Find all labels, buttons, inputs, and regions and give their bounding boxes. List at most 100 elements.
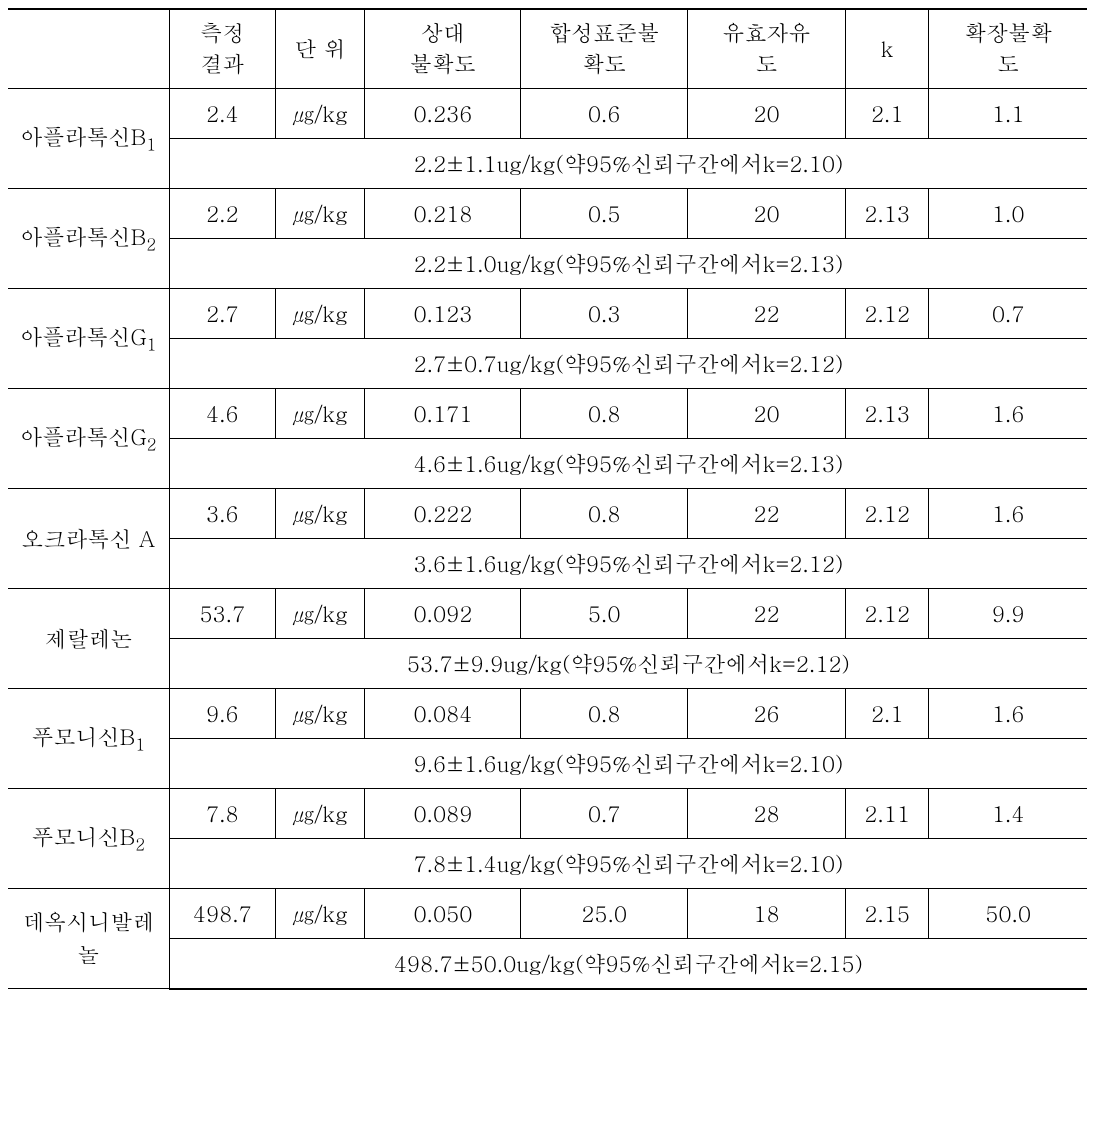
table-summary-row: 7.8±1.4ug/kg(약95%신뢰구간에서k=2.10): [8, 838, 1087, 888]
cell-result: 7.8: [169, 788, 275, 838]
cell-combined_std: 0.7: [521, 788, 687, 838]
cell-result: 4.6: [169, 388, 275, 438]
cell-k: 2.12: [846, 288, 929, 338]
row-label: 아플라톡신G2: [8, 388, 169, 488]
header-label: [8, 9, 169, 88]
cell-k: 2.13: [846, 388, 929, 438]
cell-dof: 26: [687, 688, 845, 738]
header-expanded: 확장불확도: [929, 9, 1087, 88]
header-rel-uncertainty: 상대불확도: [365, 9, 521, 88]
cell-combined_std: 0.8: [521, 488, 687, 538]
cell-result: 2.7: [169, 288, 275, 338]
row-label: 아플라톡신G1: [8, 288, 169, 388]
cell-dof: 22: [687, 588, 845, 638]
table-row: 푸모니신B19.6㎍/kg0.0840.8262.11.6: [8, 688, 1087, 738]
table-row: 제랄레논53.7㎍/kg0.0925.0222.129.9: [8, 588, 1087, 638]
row-label: 푸모니신B2: [8, 788, 169, 888]
table-summary-row: 498.7±50.0ug/kg(약95%신뢰구간에서k=2.15): [8, 938, 1087, 989]
table-summary-row: 2.2±1.0ug/kg(약95%신뢰구간에서k=2.13): [8, 238, 1087, 288]
cell-combined_std: 0.8: [521, 388, 687, 438]
cell-expanded: 0.7: [929, 288, 1087, 338]
summary-cell: 53.7±9.9ug/kg(약95%신뢰구간에서k=2.12): [169, 638, 1087, 688]
cell-rel_uncertainty: 0.050: [365, 888, 521, 938]
table-summary-row: 53.7±9.9ug/kg(약95%신뢰구간에서k=2.12): [8, 638, 1087, 688]
cell-dof: 22: [687, 488, 845, 538]
cell-k: 2.1: [846, 688, 929, 738]
uncertainty-table: 측정결과 단 위 상대불확도 합성표준불확도 유효자유도 k 확장불확도 아플라…: [8, 8, 1087, 990]
table-row: 오크라톡신 A3.6㎍/kg0.2220.8222.121.6: [8, 488, 1087, 538]
cell-combined_std: 0.5: [521, 188, 687, 238]
cell-expanded: 1.4: [929, 788, 1087, 838]
cell-unit: ㎍/kg: [275, 288, 364, 338]
summary-cell: 9.6±1.6ug/kg(약95%신뢰구간에서k=2.10): [169, 738, 1087, 788]
cell-result: 3.6: [169, 488, 275, 538]
cell-rel_uncertainty: 0.236: [365, 88, 521, 138]
cell-unit: ㎍/kg: [275, 88, 364, 138]
cell-expanded: 1.6: [929, 388, 1087, 438]
cell-combined_std: 0.6: [521, 88, 687, 138]
cell-result: 2.2: [169, 188, 275, 238]
table-summary-row: 9.6±1.6ug/kg(약95%신뢰구간에서k=2.10): [8, 738, 1087, 788]
cell-rel_uncertainty: 0.171: [365, 388, 521, 438]
row-label: 오크라톡신 A: [8, 488, 169, 588]
cell-dof: 20: [687, 88, 845, 138]
cell-dof: 18: [687, 888, 845, 938]
cell-unit: ㎍/kg: [275, 688, 364, 738]
table-summary-row: 4.6±1.6ug/kg(약95%신뢰구간에서k=2.13): [8, 438, 1087, 488]
cell-dof: 20: [687, 388, 845, 438]
table-row: 데옥시니발레놀498.7㎍/kg0.05025.0182.1550.0: [8, 888, 1087, 938]
row-label: 데옥시니발레놀: [8, 888, 169, 989]
cell-result: 2.4: [169, 88, 275, 138]
header-k: k: [846, 9, 929, 88]
table-summary-row: 2.7±0.7ug/kg(약95%신뢰구간에서k=2.12): [8, 338, 1087, 388]
cell-k: 2.12: [846, 588, 929, 638]
cell-expanded: 1.0: [929, 188, 1087, 238]
cell-expanded: 9.9: [929, 588, 1087, 638]
summary-cell: 3.6±1.6ug/kg(약95%신뢰구간에서k=2.12): [169, 538, 1087, 588]
table-row: 아플라톡신B12.4㎍/kg0.2360.6202.11.1: [8, 88, 1087, 138]
cell-unit: ㎍/kg: [275, 388, 364, 438]
cell-rel_uncertainty: 0.222: [365, 488, 521, 538]
row-label: 아플라톡신B2: [8, 188, 169, 288]
summary-cell: 2.2±1.1ug/kg(약95%신뢰구간에서k=2.10): [169, 138, 1087, 188]
cell-expanded: 1.1: [929, 88, 1087, 138]
header-result: 측정결과: [169, 9, 275, 88]
header-unit: 단 위: [275, 9, 364, 88]
cell-unit: ㎍/kg: [275, 788, 364, 838]
table-header-row: 측정결과 단 위 상대불확도 합성표준불확도 유효자유도 k 확장불확도: [8, 9, 1087, 88]
cell-combined_std: 25.0: [521, 888, 687, 938]
cell-expanded: 1.6: [929, 688, 1087, 738]
cell-combined_std: 5.0: [521, 588, 687, 638]
cell-unit: ㎍/kg: [275, 888, 364, 938]
summary-cell: 2.7±0.7ug/kg(약95%신뢰구간에서k=2.12): [169, 338, 1087, 388]
header-combined-std: 합성표준불확도: [521, 9, 687, 88]
row-label: 푸모니신B1: [8, 688, 169, 788]
cell-result: 498.7: [169, 888, 275, 938]
cell-k: 2.11: [846, 788, 929, 838]
cell-result: 9.6: [169, 688, 275, 738]
table-row: 푸모니신B27.8㎍/kg0.0890.7282.111.4: [8, 788, 1087, 838]
cell-rel_uncertainty: 0.084: [365, 688, 521, 738]
table-row: 아플라톡신G12.7㎍/kg0.1230.3222.120.7: [8, 288, 1087, 338]
cell-unit: ㎍/kg: [275, 588, 364, 638]
row-label: 제랄레논: [8, 588, 169, 688]
summary-cell: 4.6±1.6ug/kg(약95%신뢰구간에서k=2.13): [169, 438, 1087, 488]
cell-dof: 22: [687, 288, 845, 338]
cell-combined_std: 0.3: [521, 288, 687, 338]
table-summary-row: 3.6±1.6ug/kg(약95%신뢰구간에서k=2.12): [8, 538, 1087, 588]
table-row: 아플라톡신B22.2㎍/kg0.2180.5202.131.0: [8, 188, 1087, 238]
table-row: 아플라톡신G24.6㎍/kg0.1710.8202.131.6: [8, 388, 1087, 438]
header-dof: 유효자유도: [687, 9, 845, 88]
cell-unit: ㎍/kg: [275, 488, 364, 538]
cell-unit: ㎍/kg: [275, 188, 364, 238]
cell-dof: 28: [687, 788, 845, 838]
cell-rel_uncertainty: 0.092: [365, 588, 521, 638]
cell-result: 53.7: [169, 588, 275, 638]
cell-dof: 20: [687, 188, 845, 238]
cell-k: 2.13: [846, 188, 929, 238]
cell-expanded: 50.0: [929, 888, 1087, 938]
summary-cell: 2.2±1.0ug/kg(약95%신뢰구간에서k=2.13): [169, 238, 1087, 288]
cell-k: 2.1: [846, 88, 929, 138]
table-summary-row: 2.2±1.1ug/kg(약95%신뢰구간에서k=2.10): [8, 138, 1087, 188]
row-label: 아플라톡신B1: [8, 88, 169, 188]
